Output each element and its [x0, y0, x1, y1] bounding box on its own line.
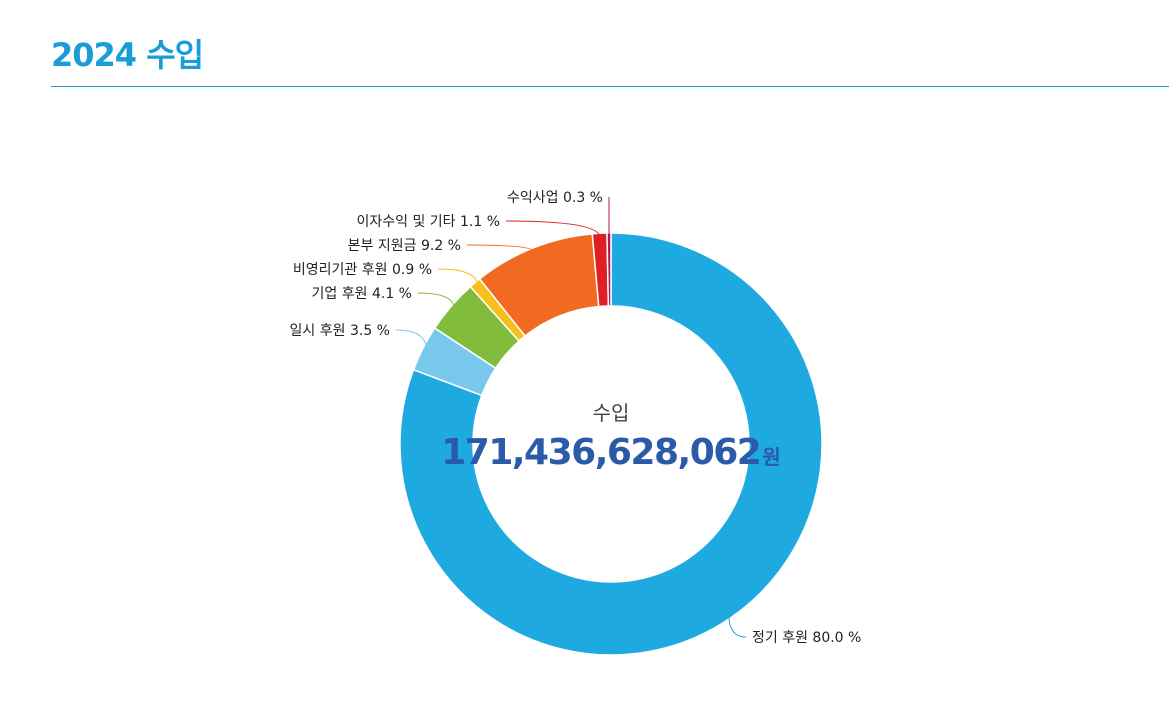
- leader-line: [505, 220, 601, 238]
- leader-line: [395, 329, 428, 351]
- donut-slice: [399, 232, 823, 656]
- leader-line: [437, 268, 479, 286]
- slice-label: 비영리기관 후원 0.9 %: [293, 262, 432, 278]
- slice-label: 본부 지원금 9.2 %: [348, 238, 461, 254]
- slice-label: 일시 후원 3.5 %: [290, 323, 390, 339]
- donut-slice: [606, 232, 612, 307]
- leader-line: [466, 244, 535, 253]
- leader-lines: [395, 196, 747, 638]
- page-title: 2024 수입: [51, 36, 204, 74]
- slice-label: 수익사업 0.3 %: [507, 190, 603, 206]
- slice-label: 이자수익 및 기타 1.1 %: [356, 214, 500, 230]
- center-value: 171,436,628,062: [441, 432, 760, 473]
- leader-line: [417, 292, 455, 309]
- slice-label: 기업 후원 4.1 %: [312, 286, 412, 302]
- center-unit: 원: [762, 445, 780, 469]
- leader-line: [728, 614, 747, 638]
- center-label: 수입: [593, 401, 630, 425]
- center-total: 171,436,628,062 원: [441, 432, 781, 473]
- donut-slices: [399, 232, 823, 656]
- slice-labels: 정기 후원 80.0 % 일시 후원 3.5 % 기업 후원 4.1 % 비영리기관 …: [290, 190, 862, 646]
- slice-label: 정기 후원 80.0 %: [752, 630, 861, 646]
- title-divider: [51, 86, 1169, 87]
